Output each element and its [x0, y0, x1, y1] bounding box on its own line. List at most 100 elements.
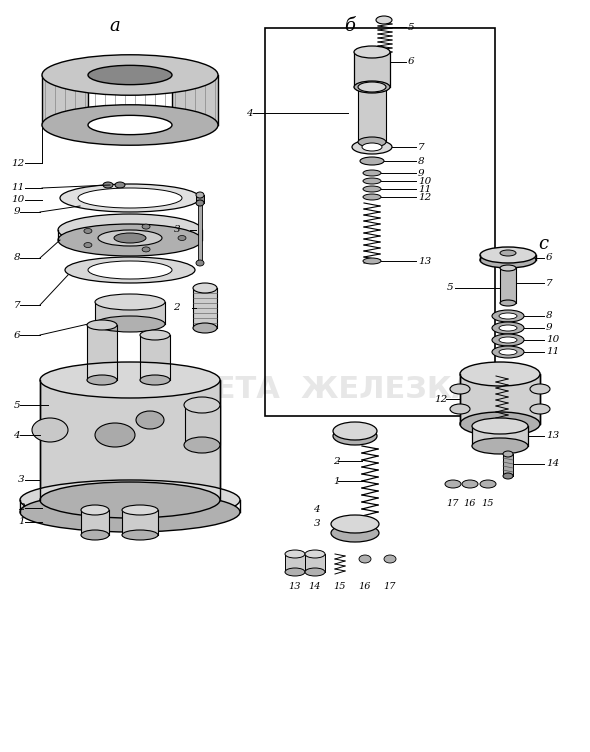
Text: 9: 9 — [546, 323, 553, 332]
Ellipse shape — [460, 412, 540, 436]
Text: 16: 16 — [359, 582, 371, 591]
Ellipse shape — [78, 188, 182, 208]
Bar — [500, 268, 516, 303]
Bar — [193, 288, 217, 328]
Ellipse shape — [196, 192, 204, 198]
Bar — [472, 426, 528, 446]
Ellipse shape — [333, 427, 377, 445]
Ellipse shape — [196, 260, 204, 266]
Ellipse shape — [450, 404, 470, 414]
Ellipse shape — [140, 330, 170, 340]
Text: 12: 12 — [12, 159, 25, 168]
Ellipse shape — [81, 530, 109, 540]
Ellipse shape — [142, 247, 150, 252]
Bar — [40, 380, 220, 500]
Text: 17: 17 — [384, 582, 396, 591]
Ellipse shape — [480, 247, 536, 263]
Bar — [358, 87, 386, 142]
Ellipse shape — [42, 105, 218, 145]
Ellipse shape — [20, 492, 240, 532]
Ellipse shape — [285, 568, 305, 576]
Ellipse shape — [362, 143, 382, 151]
Ellipse shape — [500, 300, 516, 306]
Text: 13: 13 — [418, 256, 431, 265]
Text: 15: 15 — [334, 582, 346, 591]
Ellipse shape — [193, 323, 217, 333]
Bar — [460, 374, 540, 424]
Text: c: c — [538, 235, 548, 253]
Text: 8: 8 — [546, 311, 553, 320]
Ellipse shape — [363, 170, 381, 176]
Text: 15: 15 — [482, 499, 494, 508]
Bar — [122, 510, 158, 535]
Ellipse shape — [331, 524, 379, 542]
Text: 1: 1 — [333, 477, 340, 486]
Text: 4: 4 — [247, 108, 253, 117]
Ellipse shape — [492, 334, 524, 346]
Text: 10: 10 — [12, 196, 25, 205]
Bar — [88, 75, 172, 125]
Bar — [198, 203, 202, 263]
Text: 14: 14 — [546, 459, 559, 468]
Bar — [42, 75, 218, 125]
Ellipse shape — [122, 505, 158, 515]
Ellipse shape — [445, 480, 461, 488]
Ellipse shape — [178, 235, 186, 241]
Ellipse shape — [305, 568, 325, 576]
Text: 4: 4 — [313, 505, 320, 514]
Ellipse shape — [98, 230, 162, 246]
Bar — [503, 454, 513, 476]
Bar — [354, 52, 390, 87]
Ellipse shape — [499, 349, 517, 355]
Text: 1: 1 — [18, 517, 25, 526]
Ellipse shape — [354, 81, 390, 93]
Text: 11: 11 — [418, 184, 431, 193]
Ellipse shape — [65, 257, 195, 283]
Ellipse shape — [499, 325, 517, 331]
Ellipse shape — [499, 337, 517, 343]
Text: 13: 13 — [289, 582, 301, 591]
Text: 9: 9 — [418, 168, 425, 177]
Ellipse shape — [503, 451, 513, 457]
Ellipse shape — [88, 65, 172, 85]
Text: 8: 8 — [14, 253, 20, 262]
Ellipse shape — [32, 418, 68, 442]
Text: 6: 6 — [14, 330, 20, 339]
Bar — [185, 405, 220, 445]
Text: 10: 10 — [418, 177, 431, 186]
Ellipse shape — [358, 137, 386, 147]
Ellipse shape — [40, 362, 220, 398]
Ellipse shape — [530, 384, 550, 394]
Text: 5: 5 — [447, 284, 453, 293]
Bar — [140, 335, 170, 380]
Ellipse shape — [460, 362, 540, 386]
Ellipse shape — [492, 310, 524, 322]
Ellipse shape — [363, 186, 381, 192]
Ellipse shape — [333, 422, 377, 440]
Text: 3: 3 — [173, 226, 180, 235]
Ellipse shape — [88, 261, 172, 279]
Ellipse shape — [492, 346, 524, 358]
Ellipse shape — [60, 184, 200, 212]
Ellipse shape — [354, 46, 390, 58]
Ellipse shape — [95, 316, 165, 332]
Ellipse shape — [530, 404, 550, 414]
Ellipse shape — [122, 530, 158, 540]
Text: 14: 14 — [309, 582, 321, 591]
Ellipse shape — [58, 224, 202, 256]
Ellipse shape — [95, 294, 165, 310]
Text: a: a — [110, 17, 120, 35]
Ellipse shape — [88, 115, 172, 135]
Text: 3: 3 — [313, 520, 320, 529]
Text: 2: 2 — [18, 504, 25, 513]
Ellipse shape — [500, 265, 516, 271]
Ellipse shape — [58, 214, 202, 246]
Ellipse shape — [184, 437, 220, 453]
Ellipse shape — [352, 140, 392, 154]
Ellipse shape — [140, 375, 170, 385]
Text: 5: 5 — [408, 23, 415, 32]
Ellipse shape — [500, 250, 516, 256]
Bar — [285, 554, 305, 572]
Ellipse shape — [363, 194, 381, 200]
Text: 6: 6 — [546, 253, 553, 262]
